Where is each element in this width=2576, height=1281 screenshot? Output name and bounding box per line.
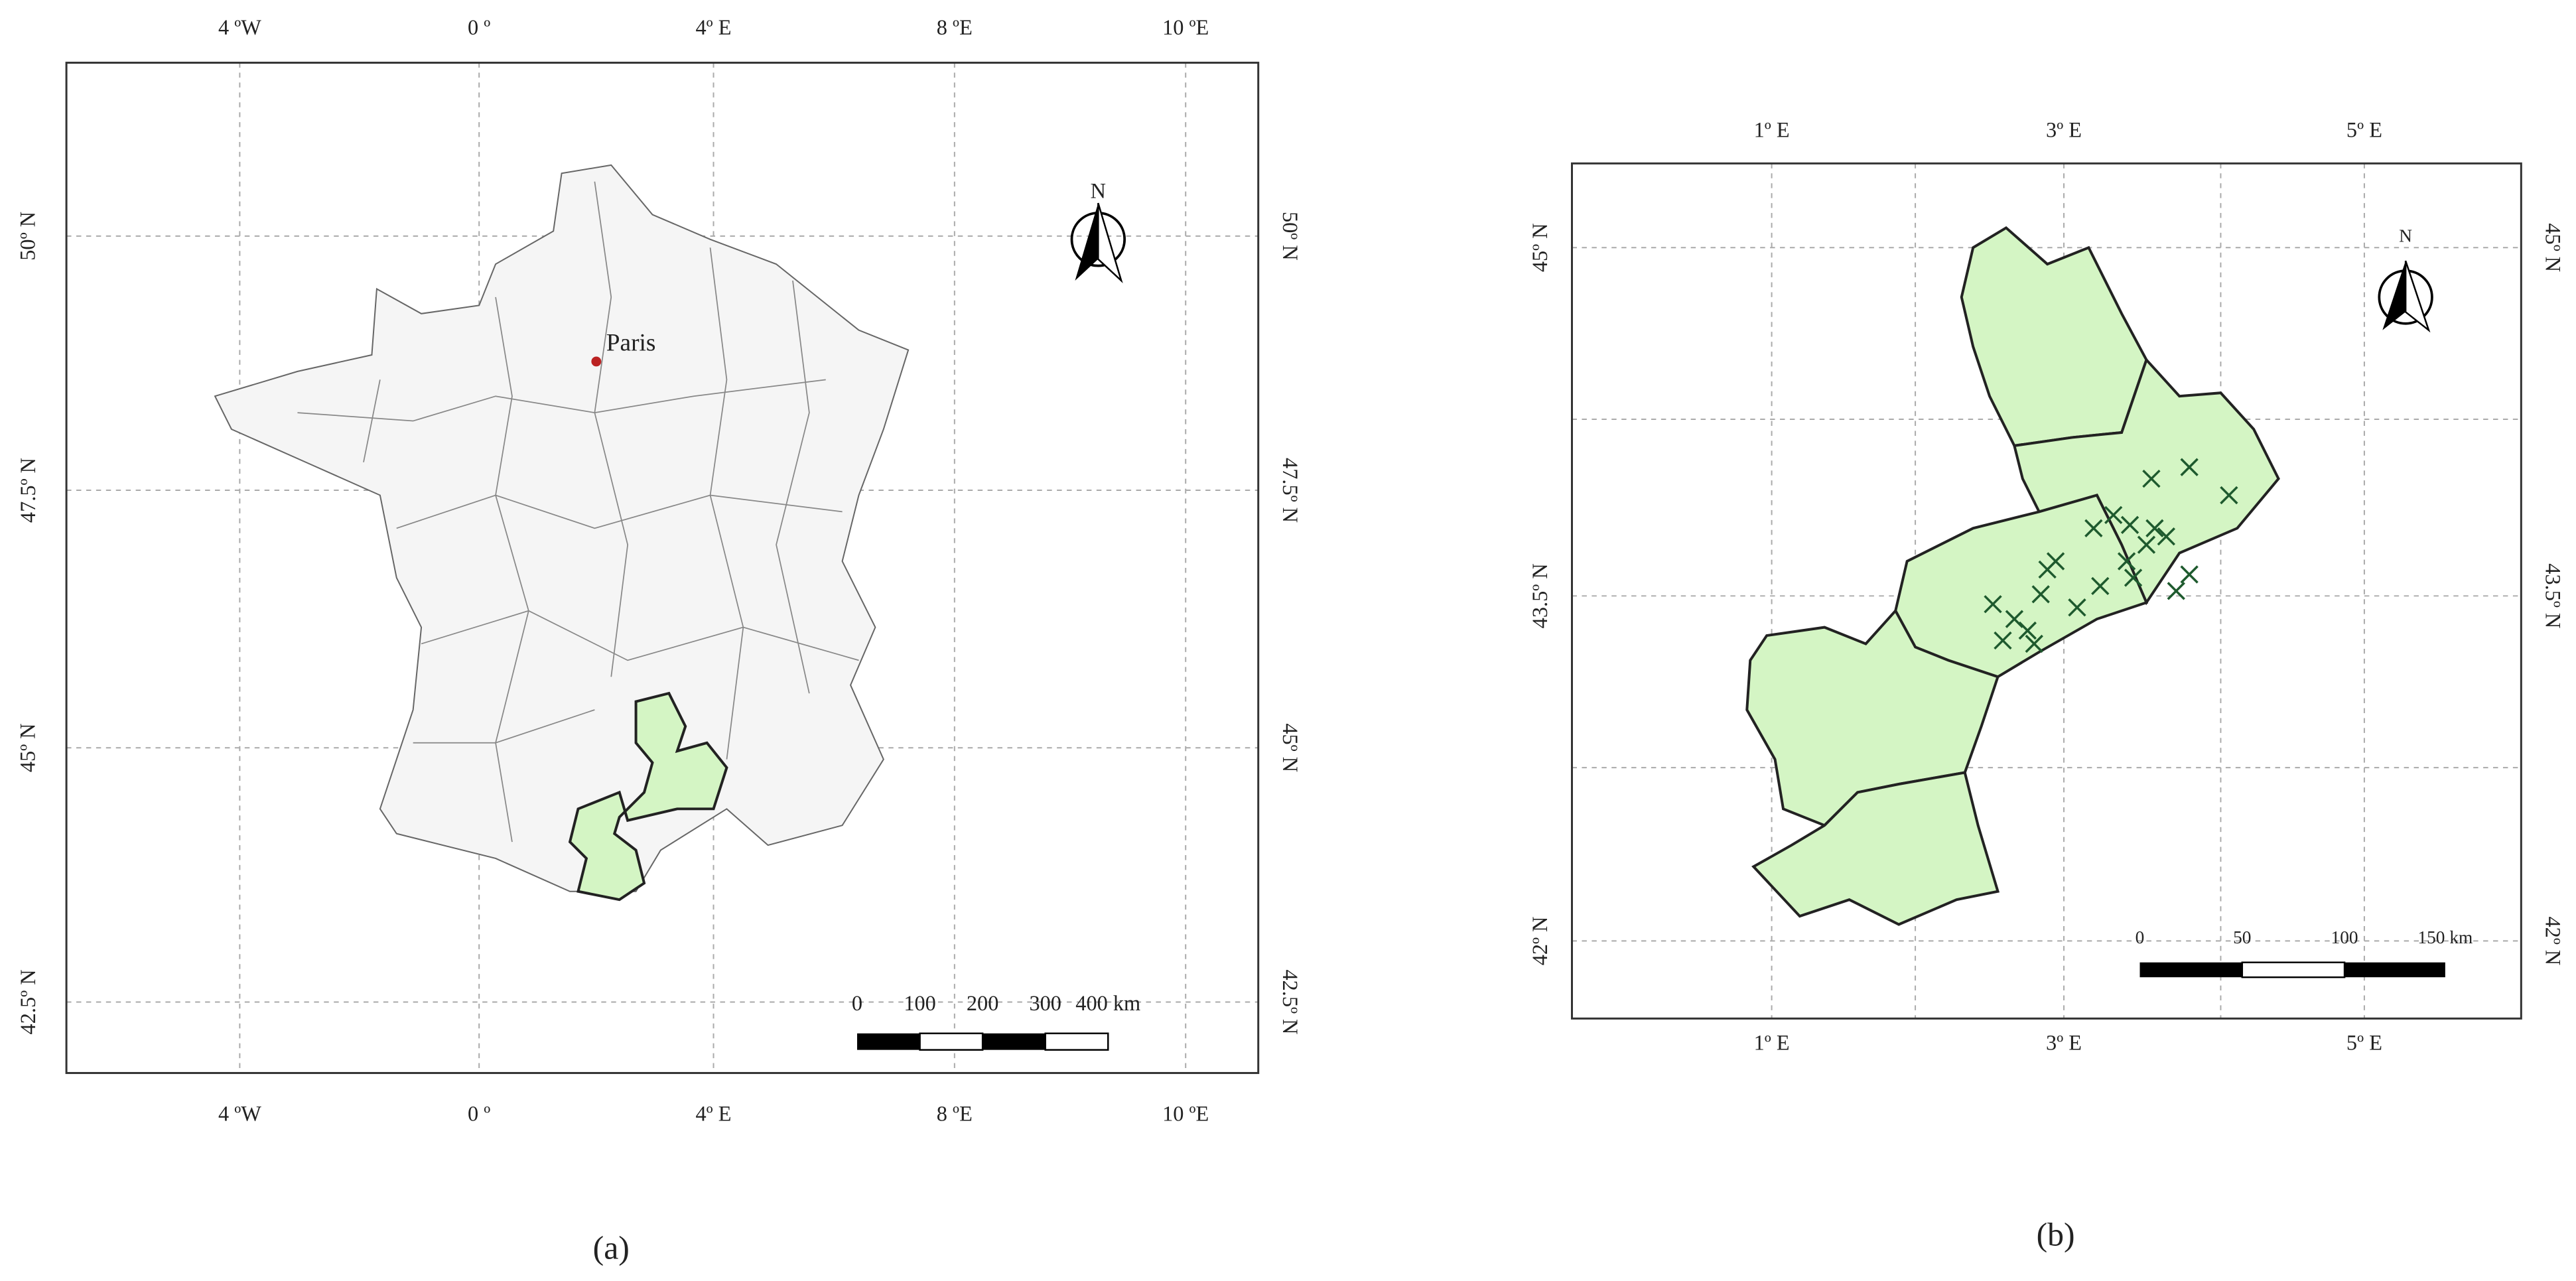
north-arrow-right [2404,260,2431,333]
longitude-label: 10 ºE [1162,1102,1209,1126]
scale-segment [857,1033,920,1050]
lozere [1960,226,2148,448]
longitude-label: 8 ºE [937,15,973,39]
site-marker [1984,595,2002,614]
department-borders [297,181,859,843]
latitude-label: 45º N [16,723,40,772]
map-panel-a: Paris N (a) 4 ºW 4 ºW 0 º 0 º 4º E 4º E 8 ºE 8 … [16,15,1302,1266]
longitude-label: 0 º [468,15,490,39]
north-label: N [1091,179,1106,203]
north-arrow-left [1075,203,1099,281]
latitude-label: 47.5º N [16,458,40,523]
longitude-label: 5º E [2346,117,2382,141]
latitude-label: 42º N [1528,916,1552,965]
longitude-label: 4 ºW [218,1102,261,1126]
longitude-label: 4º E [696,15,732,39]
site-marker [2145,519,2164,537]
scale-bar [857,1032,1109,1051]
site-marker [2018,621,2037,640]
site-marker [1994,631,2012,650]
longitude-label: 3º E [2046,1031,2082,1055]
sample-sites [1984,458,2238,653]
latitude-label: 43.5º N [2542,563,2565,628]
latitude-label: 42º N [2542,916,2565,965]
longitude-label: 1º E [1754,1031,1790,1055]
map-frame [65,62,1260,1074]
latitude-label: 42.5º N [16,969,40,1034]
longitude-label: 3º E [2046,117,2082,141]
latitude-label: 43.5º N [1528,563,1552,628]
site-marker [2084,519,2103,537]
site-marker [2142,469,2161,488]
scale-label: 100 [904,991,936,1015]
scale-label: 0 [2135,927,2145,947]
latitude-label: 42.5º N [1278,969,1302,1034]
site-marker [2005,610,2024,628]
site-marker [2180,565,2199,584]
caption: (a) [593,1230,630,1266]
scale-bar [2139,961,2445,978]
city-label: Paris [606,330,656,357]
scale-segment [2241,961,2346,978]
longitude-label: 10 ºE [1162,15,1209,39]
north-arrow-right [1097,202,1123,284]
scale-segment [1044,1032,1109,1051]
longitude-label: 5º E [2346,1031,2382,1055]
site-marker [2091,576,2110,596]
latitude-label: 45º N [1278,723,1302,772]
scale-segment [983,1033,1046,1050]
longitude-label: 0 º [468,1102,490,1126]
france-outline [214,164,910,892]
longitude-label: 4º E [696,1102,732,1126]
site-marker [2031,585,2050,604]
scale-segment [2139,962,2242,978]
longitude-label: 1º E [1754,117,1790,141]
north-arrow: N [1070,179,1126,284]
latitude-label: 45º N [2542,223,2565,272]
paris-marker [591,356,602,367]
scale-label: 50 [2233,927,2251,947]
site-marker [2137,535,2156,554]
scale-label: 300 [1029,991,1061,1015]
site-marker [2117,552,2136,571]
site-marker [2068,598,2086,617]
pyrenees-orientales [1751,771,2000,926]
site-marker [2220,486,2238,505]
latitude-label: 50º N [1278,212,1302,261]
scale-label: 150 km [2417,927,2473,947]
longitude-label: 8 ºE [937,1102,973,1126]
north-label: N [2399,226,2412,246]
scale-label: 0 [852,991,862,1015]
site-marker [2124,569,2143,587]
north-arrow: N [2378,226,2433,333]
site-marker [2180,458,2199,476]
site-marker [2046,552,2065,571]
herault [1894,494,2149,679]
latitude-label: 45º N [1528,223,1552,272]
site-marker [2104,506,2123,525]
scale-label: 100 [2331,927,2358,947]
scale-label: 400 km [1075,991,1140,1015]
map-frame [1571,162,2522,1020]
caption: (b) [2037,1217,2075,1253]
region-highlight [568,691,728,902]
site-marker [2025,634,2043,653]
north-arrow-left [2382,261,2406,330]
site-marker [2120,515,2139,534]
scale-label: 200 [967,991,999,1015]
longitude-label: 4 ºW [218,15,261,39]
scale-segment [919,1032,984,1051]
site-marker [2167,582,2185,600]
site-marker [2157,527,2176,546]
latitude-label: 50º N [16,212,40,261]
scale-segment [2344,962,2445,978]
map-panel-b: N (b) 1º E 1º E 3º E 3º E 5º E 5º E 45º N 45º N… [1528,117,2565,1252]
latitude-label: 47.5º N [1278,458,1302,523]
